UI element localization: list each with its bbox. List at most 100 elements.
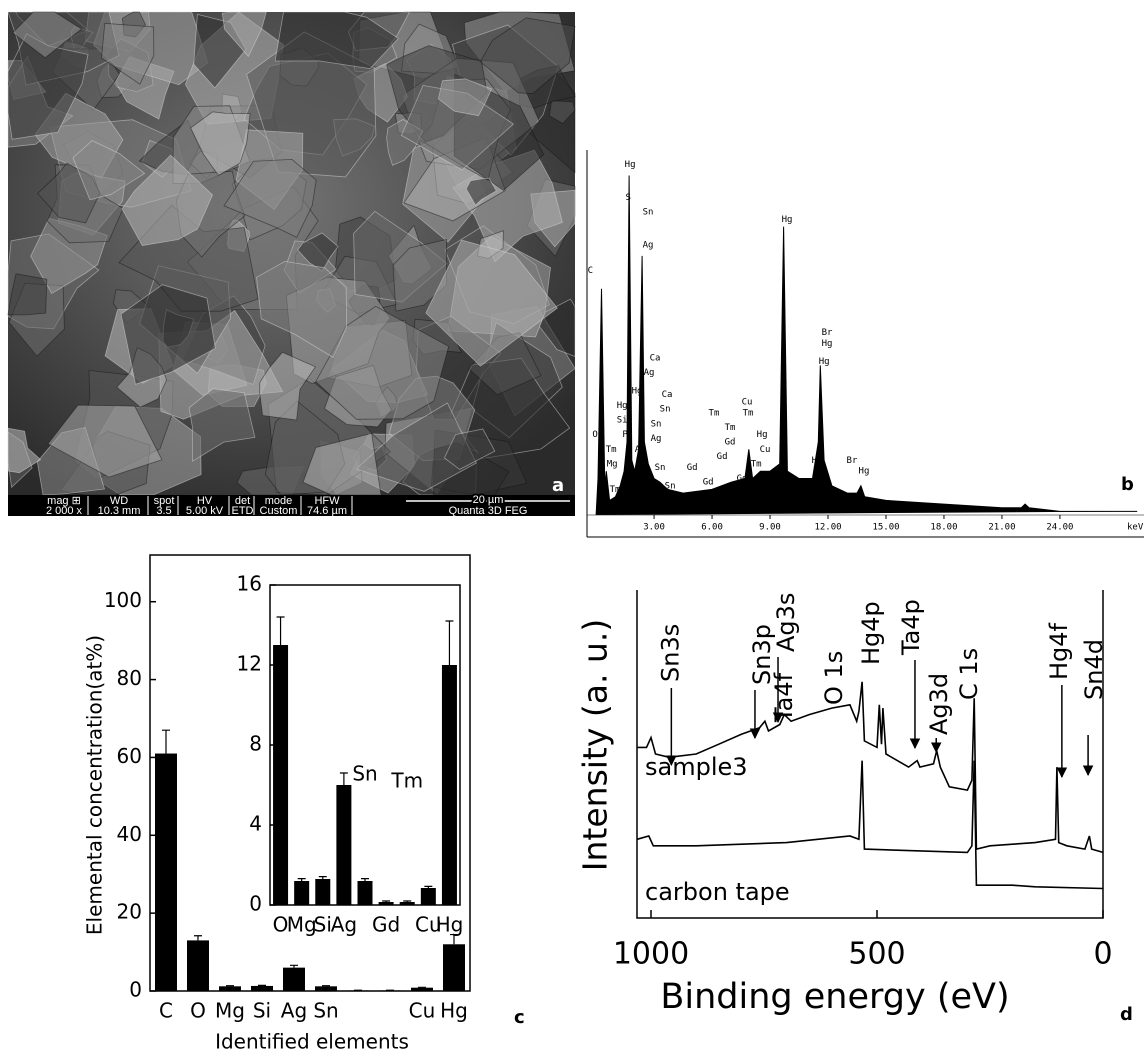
x-tick-label: 18.00 bbox=[930, 523, 957, 533]
series-label: sample3 bbox=[645, 753, 748, 781]
y-tick-label: 80 bbox=[117, 666, 142, 690]
x-tick-label: Gd bbox=[372, 913, 400, 937]
y-axis-label: Elemental concentration(at%) bbox=[83, 635, 107, 935]
error-bar bbox=[194, 935, 202, 941]
error-bar bbox=[382, 900, 391, 902]
peak-label: Hg bbox=[617, 401, 628, 411]
x-axis-label: Identified elements bbox=[215, 1030, 409, 1054]
peak-label: Tm bbox=[751, 459, 762, 469]
bar bbox=[155, 753, 177, 991]
sem-grain bbox=[7, 427, 42, 474]
x-tick-label: Mg bbox=[215, 999, 245, 1023]
peak-label: C 1s bbox=[955, 648, 983, 700]
sem-grain bbox=[72, 140, 146, 201]
info-label: mag ⊞ bbox=[47, 495, 81, 507]
bar bbox=[283, 967, 305, 991]
peak-label: Sn bbox=[665, 481, 676, 491]
peak-label: Mg bbox=[607, 459, 618, 469]
peak-label: Ag bbox=[643, 240, 654, 250]
error-bar bbox=[290, 964, 298, 968]
panel-label: a bbox=[552, 475, 564, 496]
info-value: Custom bbox=[260, 505, 298, 517]
info-value: 2 000 x bbox=[46, 505, 83, 517]
x-tick-label: Sn bbox=[352, 762, 377, 786]
error-bar bbox=[226, 985, 234, 987]
bar bbox=[357, 881, 373, 905]
x-tick-label: Hg bbox=[436, 913, 464, 937]
peak-label: Hg bbox=[632, 386, 643, 396]
x-tick-label: 6.00 bbox=[701, 523, 723, 533]
peak-label: Ca bbox=[662, 390, 673, 400]
bar bbox=[336, 785, 352, 905]
info-label: spot bbox=[154, 495, 175, 507]
panel-label: c bbox=[514, 1007, 525, 1028]
peak-label: C bbox=[588, 266, 593, 276]
error-bar bbox=[322, 985, 330, 987]
x-tick-label: 0 bbox=[1093, 937, 1112, 972]
peak-label: Gd bbox=[703, 478, 714, 488]
sem-grain bbox=[256, 260, 348, 358]
x-tick-label: 500 bbox=[848, 937, 905, 972]
y-tick-label: 0 bbox=[129, 978, 142, 1002]
sem-grain bbox=[12, 11, 83, 59]
peak-label: Si bbox=[617, 416, 628, 426]
error-bar bbox=[361, 878, 369, 881]
spectrum-line bbox=[636, 760, 1104, 890]
x-tick-label: Hg bbox=[440, 999, 468, 1023]
error-bar bbox=[258, 984, 266, 986]
x-tick-label: 21.00 bbox=[988, 523, 1015, 533]
info-label: det bbox=[235, 495, 250, 507]
peak-label: Hg bbox=[812, 456, 823, 466]
peak-label: Tm bbox=[610, 485, 621, 495]
sem-texture bbox=[7, 11, 576, 496]
x-tick-label: Si bbox=[314, 913, 332, 937]
peak-label: Br bbox=[847, 456, 858, 466]
y-tick-label: 12 bbox=[237, 652, 262, 676]
peak-label: S bbox=[625, 193, 630, 203]
peak-label: Tm bbox=[743, 408, 754, 418]
sem-grain bbox=[443, 428, 496, 470]
peak-label: Sn bbox=[660, 405, 671, 415]
sem-grain bbox=[548, 100, 576, 125]
sem-grain bbox=[259, 351, 317, 421]
info-value: 74.6 µm bbox=[307, 505, 347, 517]
y-tick-label: 100 bbox=[104, 588, 142, 612]
sem-grain bbox=[223, 158, 317, 238]
plot-frame bbox=[269, 584, 461, 906]
x-tick-label: 9.00 bbox=[759, 523, 781, 533]
peak-label: O 1s bbox=[820, 651, 848, 705]
error-bar bbox=[162, 729, 170, 754]
bar bbox=[187, 940, 209, 991]
x-tick-label: O bbox=[273, 913, 289, 937]
y-axis-label: Intensity (a. u.) bbox=[576, 619, 615, 871]
peak-label: Ag3s bbox=[772, 593, 800, 652]
y-tick-label: 16 bbox=[237, 572, 262, 596]
peak-label: Gd bbox=[737, 474, 748, 484]
y-tick-label: 8 bbox=[249, 732, 262, 756]
peak-label: Gd bbox=[725, 438, 736, 448]
x-tick-label: Cu bbox=[415, 913, 442, 937]
bar bbox=[443, 944, 465, 991]
peak-label: Ag bbox=[651, 434, 662, 444]
error-bar bbox=[445, 620, 454, 665]
x-tick-label: Ag bbox=[281, 999, 307, 1023]
peak-label: Sn bbox=[643, 208, 654, 218]
sem-grain bbox=[47, 404, 163, 478]
sem-grain bbox=[437, 78, 493, 117]
sem-grain bbox=[392, 238, 447, 312]
peak-label: Ag3d bbox=[925, 673, 953, 735]
x-axis-label: Binding energy (eV) bbox=[660, 977, 1009, 1017]
bar bbox=[219, 986, 241, 991]
sem-grain bbox=[221, 11, 267, 58]
bar bbox=[315, 879, 331, 905]
peak-label: Tm bbox=[606, 445, 617, 455]
x-tick-label: Tm bbox=[390, 769, 423, 793]
peak-label: Hg bbox=[822, 339, 833, 349]
peak-label: Ag bbox=[644, 368, 655, 378]
bar bbox=[420, 888, 436, 905]
peak-label: Hg bbox=[757, 430, 768, 440]
peak-label: Cu bbox=[742, 397, 753, 407]
error-bar bbox=[339, 772, 348, 785]
panel-label: b bbox=[1121, 474, 1134, 495]
bar bbox=[378, 902, 394, 905]
